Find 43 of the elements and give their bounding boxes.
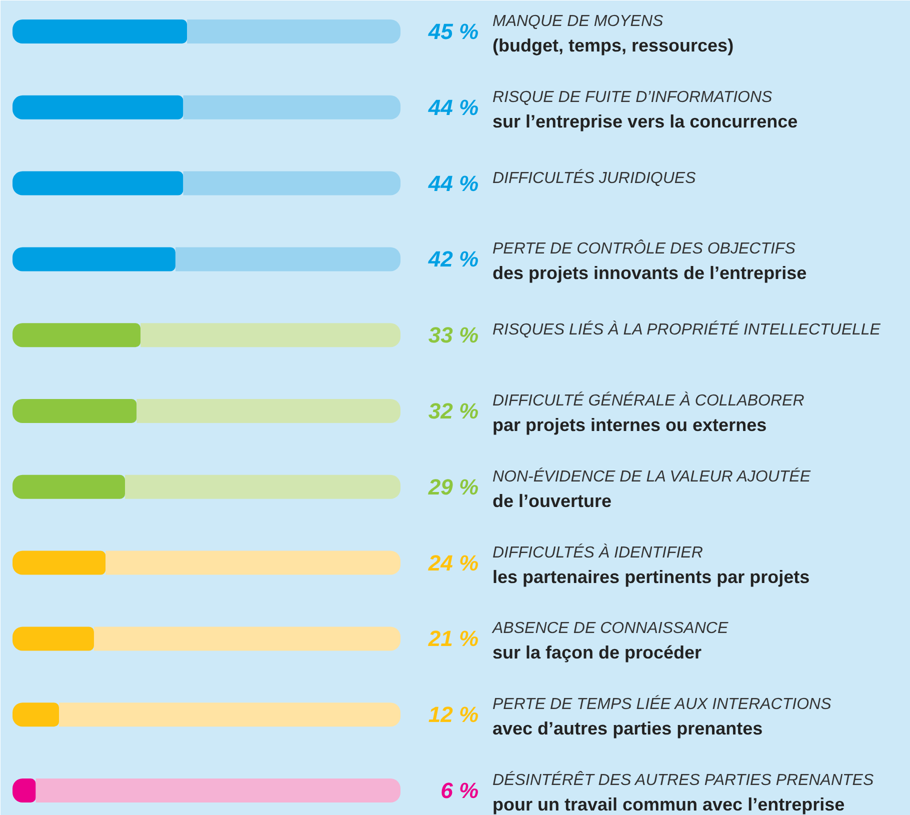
bar	[140, 323, 400, 348]
category-label: DIFFICULTÉ GÉNÉRALE À COLLABORER par projets internes ou externes	[492, 392, 804, 435]
category-label: DIFFICULTÉS À IDENTIFIER les partenaires pertinents par projets	[492, 544, 810, 587]
bar	[12, 399, 137, 423]
category-label: ABSENCE DE CONNAISSANCE sur la façon de procéder	[492, 620, 728, 663]
bar	[12, 95, 184, 120]
data-label: 29 %	[427, 474, 479, 500]
bar	[12, 20, 188, 44]
bar	[125, 474, 400, 499]
y-tick-label: DIFFICULTÉS JURIDIQUES	[492, 168, 696, 187]
bar	[12, 702, 60, 727]
category-label: PERTE DE CONTRÔLE DES OBJECTIFS des projets innovants de l’entreprise	[492, 240, 807, 284]
bar	[175, 247, 400, 272]
data-label: 21 %	[427, 626, 479, 652]
data-label: 32 %	[428, 398, 479, 424]
bar	[94, 626, 400, 651]
bar	[36, 778, 400, 802]
bar	[183, 95, 400, 120]
category-label: RISQUE DE FUITE D’INFORMATIONS sur l’entreprise vers la concurrence	[492, 88, 798, 132]
data-label: 42 %	[427, 246, 479, 272]
bar	[59, 702, 400, 727]
data-label: 44 %	[427, 94, 479, 120]
bar	[12, 171, 184, 196]
bar	[12, 247, 176, 272]
bar	[106, 550, 400, 575]
y-tick-label: RISQUES LIÉS À LA PROPRIÉTÉ INTELLECTUELLE	[492, 320, 881, 339]
category-label: DÉSINTÉRÊT DES AUTRES PARTIES PRENANTES pour un travail commun avec l’entreprise	[492, 772, 874, 814]
bar	[12, 323, 141, 348]
data-label: 44 %	[427, 170, 479, 196]
bar	[136, 399, 400, 423]
bar	[183, 171, 400, 196]
data-label: 45 %	[427, 19, 479, 44]
data-label: 24 %	[427, 550, 479, 576]
category-label: NON-ÉVIDENCE DE LA VALEUR AJOUTÉE de l’ouverture	[492, 468, 810, 511]
bar	[12, 474, 126, 499]
bar	[187, 20, 400, 44]
data-label: 33 %	[428, 322, 479, 348]
bar	[12, 626, 94, 651]
bar	[12, 550, 106, 575]
category-label: PERTE DE TEMPS LIÉE AUX INTERACTIONS avec d’autres parties prenantes	[492, 696, 832, 739]
category-label: MANQUE DE MOYENS (budget, temps, ressources)	[492, 13, 734, 56]
data-label: 12 %	[428, 702, 479, 728]
data-label: 6 %	[440, 778, 479, 803]
